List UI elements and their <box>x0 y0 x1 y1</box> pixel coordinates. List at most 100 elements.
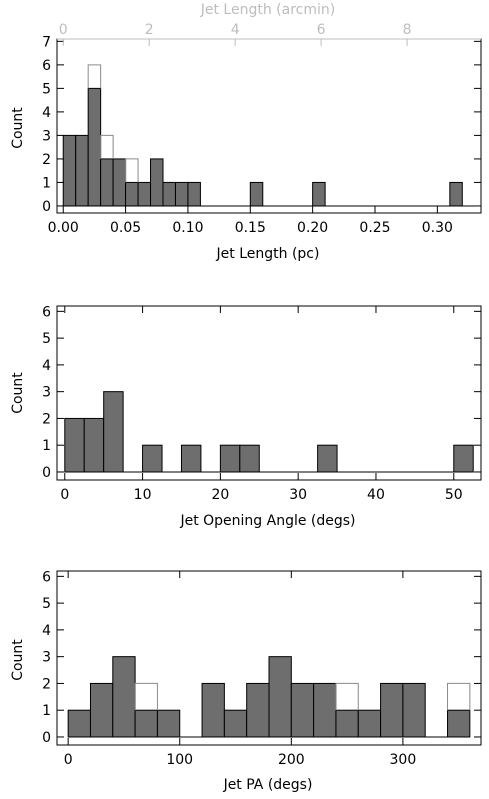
jet-length-x-tick-label-1: 0.05 <box>110 220 141 236</box>
jet-pa-bar-9 <box>268 656 292 738</box>
jet-pa-bar-12 <box>335 709 359 738</box>
jet-opening-angle-y-tick-label-1: 1 <box>42 438 51 454</box>
jet-opening-angle-y-axis-title: Count <box>10 372 26 414</box>
jet-length-outline-bar-3 <box>100 134 114 159</box>
jet-pa-axes-frame <box>56 570 482 746</box>
jet-opening-angle-bar-9 <box>239 444 260 473</box>
jet-pa-bar-7 <box>223 709 248 738</box>
jet-pa-bar-11 <box>313 682 337 738</box>
jet-opening-angle-y-tick-label-5: 5 <box>42 331 51 347</box>
jet-length-bar-9 <box>174 181 189 207</box>
jet-length-top-tick-label-4: 8 <box>403 22 412 38</box>
jet-pa-bar-2 <box>112 656 136 738</box>
jet-length-outline-bar-5 <box>125 158 139 183</box>
jet-opening-angle-x-tick-label-0: 0 <box>60 487 69 503</box>
jet-length-top-axis-title: Jet Length (arcmin) <box>200 2 335 18</box>
jet-pa-bar-3 <box>134 709 158 738</box>
jet-pa-y-axis-title: Count <box>10 639 26 681</box>
jet-length-outline-bar-2 <box>87 64 102 89</box>
jet-length-x-axis-title: Jet Length (pc) <box>216 246 320 262</box>
jet-length-x-tick-label-4: 0.20 <box>297 220 328 236</box>
jet-opening-angle-y-tick-label-0: 0 <box>42 465 51 481</box>
jet-pa-y-tick-label-6: 6 <box>42 569 51 585</box>
jet-pa-y-tick-label-4: 4 <box>42 623 51 639</box>
jet-opening-angle-y-tick-label-3: 3 <box>42 385 51 401</box>
jet-pa-y-tick-label-0: 0 <box>42 730 51 746</box>
jet-opening-angle-bar-13 <box>317 444 338 473</box>
jet-length-bar-0 <box>62 134 77 207</box>
jet-length-x-tick-label-6: 0.30 <box>422 220 453 236</box>
jet-pa-x-axis-title: Jet PA (degs) <box>223 777 313 793</box>
jet-length-y-axis-title: Count <box>10 107 26 149</box>
jet-opening-angle-bar-8 <box>219 444 241 473</box>
jet-length-bar-7 <box>150 158 164 207</box>
jet-length-x-tick-label-2: 0.10 <box>172 220 203 236</box>
jet-pa-bar-14 <box>380 682 404 738</box>
jet-length-y-tick-label-1: 1 <box>42 175 51 191</box>
jet-opening-angle-bar-1 <box>83 417 105 473</box>
jet-length-top-tick-label-2: 4 <box>231 22 240 38</box>
jet-opening-angle-y-tick-label-6: 6 <box>42 304 51 320</box>
jet-opening-angle-axes-frame <box>56 305 482 481</box>
jet-opening-angle-x-tick-label-1: 10 <box>134 487 152 503</box>
jet-opening-angle-x-tick-label-5: 50 <box>445 487 463 503</box>
jet-length-y-tick-label-6: 6 <box>42 58 51 74</box>
jet-pa-x-tick-label-1: 100 <box>166 752 193 768</box>
jet-pa-bar-6 <box>201 682 225 738</box>
jet-pa-outline-bar-17 <box>447 682 471 711</box>
jet-pa-plot-area: 0 100 200 300 0 1 2 3 4 5 6 <box>42 569 482 768</box>
jet-length-bar-20 <box>312 181 326 207</box>
jet-length-x-tick-label-3: 0.15 <box>235 220 266 236</box>
jet-opening-angle-plot-area: 0 10 20 30 40 50 0 1 2 3 4 5 6 <box>42 304 482 503</box>
jet-length-bar-8 <box>162 181 176 207</box>
jet-length-y-tick-label-3: 3 <box>42 128 51 144</box>
jet-pa-y-tick-label-1: 1 <box>42 703 51 719</box>
jet-opening-angle-x-axis-title: Jet Opening Angle (degs) <box>179 513 355 529</box>
jet-opening-angle-bar-2 <box>103 391 124 473</box>
jet-pa-y-tick-label-2: 2 <box>42 676 51 692</box>
jet-pa-bar-4 <box>156 709 181 738</box>
jet-opening-angle-bar-0 <box>64 417 85 473</box>
jet-length-bar-31 <box>449 181 463 207</box>
jet-opening-angle-histogram: 0 10 20 30 40 50 0 1 2 3 4 5 6 Jet Opening Angle (de… <box>10 304 482 529</box>
jet-length-bar-2 <box>87 87 102 207</box>
jet-length-y-tick-label-0: 0 <box>42 199 51 215</box>
jet-pa-bar-1 <box>89 682 114 738</box>
jet-pa-outline-bar-12 <box>335 682 359 711</box>
jet-opening-angle-y-tick-label-4: 4 <box>42 358 51 374</box>
jet-pa-x-tick-label-3: 300 <box>390 752 417 768</box>
jet-pa-histogram: 0 100 200 300 0 1 2 3 4 5 6 Jet PA (degs) Count <box>10 569 482 793</box>
jet-pa-y-tick-label-3: 3 <box>42 650 51 666</box>
jet-length-bar-1 <box>75 134 89 207</box>
jet-length-y-tick-label-2: 2 <box>42 152 51 168</box>
jet-opening-angle-bar-6 <box>180 444 202 473</box>
jet-length-top-tick-label-3: 6 <box>317 22 326 38</box>
jet-length-bar-3 <box>100 158 114 207</box>
jet-pa-bar-8 <box>246 682 270 738</box>
jet-pa-bar-17 <box>447 709 471 738</box>
jet-opening-angle-bar-20 <box>453 444 474 473</box>
jet-opening-angle-x-tick-label-2: 20 <box>211 487 229 503</box>
jet-length-x-tick-label-0: 0.00 <box>48 220 79 236</box>
jet-pa-bar-0 <box>67 709 91 738</box>
jet-length-y-tick-label-7: 7 <box>42 34 51 50</box>
jet-pa-bar-13 <box>357 709 382 738</box>
jet-length-bar-15 <box>249 181 264 207</box>
jet-pa-bar-10 <box>290 682 315 738</box>
jet-length-x-tick-label-5: 0.25 <box>359 220 390 236</box>
jet-opening-angle-bar-4 <box>142 444 163 473</box>
jet-length-bar-5 <box>125 181 139 207</box>
jet-pa-bar-15 <box>402 682 426 738</box>
jet-opening-angle-y-tick-label-2: 2 <box>42 411 51 427</box>
jet-pa-y-tick-label-5: 5 <box>42 596 51 612</box>
jet-pa-outline-bar-3 <box>134 682 158 711</box>
jet-length-y-tick-label-5: 5 <box>42 81 51 97</box>
jet-length-y-tick-label-4: 4 <box>42 105 51 121</box>
jet-length-bar-10 <box>187 181 201 207</box>
jet-pa-x-tick-label-0: 0 <box>64 752 73 768</box>
jet-length-bar-6 <box>137 181 152 207</box>
jet-length-bar-4 <box>112 158 127 207</box>
jet-length-top-tick-label-1: 2 <box>145 22 154 38</box>
